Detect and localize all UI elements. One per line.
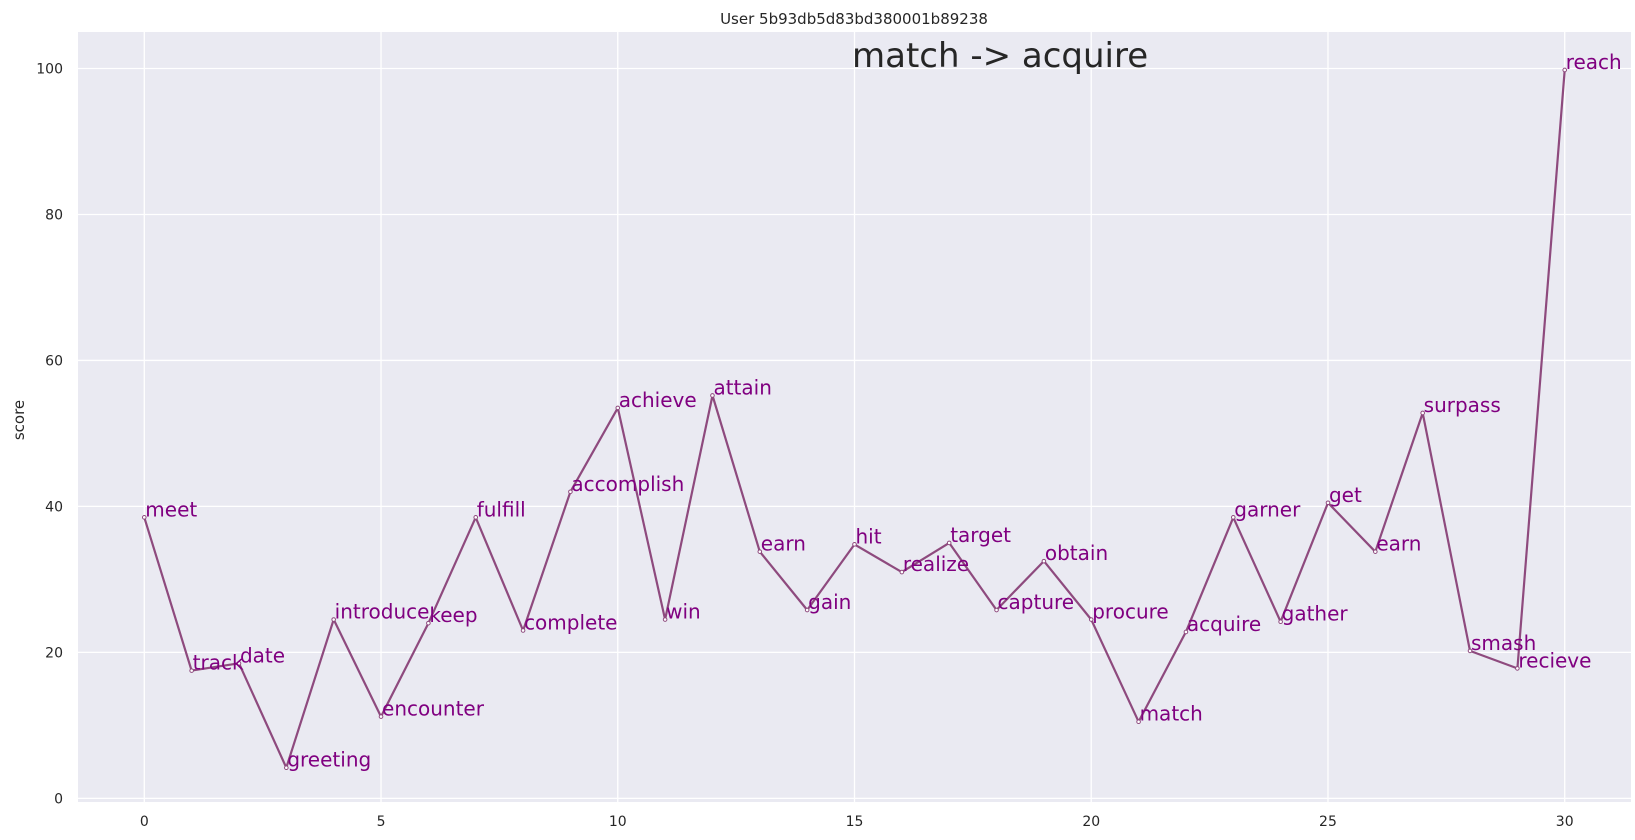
point-label: surpass xyxy=(1424,393,1501,417)
point-label: meet xyxy=(145,497,197,521)
point-label: date xyxy=(240,643,285,667)
point-label: obtain xyxy=(1045,541,1108,565)
point-label: capture xyxy=(998,590,1075,614)
data-point xyxy=(662,617,668,622)
y-axis-label: score xyxy=(10,400,28,440)
y-tick-label: 100 xyxy=(36,61,63,77)
data-point xyxy=(1136,719,1141,725)
point-label: encounter xyxy=(382,697,485,721)
data-point xyxy=(568,489,573,495)
data-point xyxy=(1373,549,1378,554)
data-point xyxy=(757,549,763,554)
point-label: target xyxy=(950,523,1011,547)
point-label: realize xyxy=(903,552,969,576)
point-label: keep xyxy=(429,603,477,627)
point-label: complete xyxy=(524,610,617,634)
y-tick-label: 80 xyxy=(45,207,63,223)
data-point xyxy=(189,668,194,673)
point-label: greeting xyxy=(287,748,371,772)
data-point xyxy=(473,515,479,520)
point-label: gain xyxy=(808,590,851,614)
point-label: smash xyxy=(1471,631,1536,655)
data-point xyxy=(236,661,242,666)
point-label: gather xyxy=(1282,602,1349,626)
data-point xyxy=(1325,500,1331,506)
data-point xyxy=(1230,515,1236,520)
data-point xyxy=(284,765,289,770)
x-tick-label: 15 xyxy=(846,814,864,830)
x-tick-label: 25 xyxy=(1319,814,1337,830)
x-tick-label: 10 xyxy=(609,814,627,830)
point-label: achieve xyxy=(619,388,697,412)
point-label: fulfill xyxy=(477,497,526,521)
point-label: introduce xyxy=(335,600,430,624)
point-label: procure xyxy=(1092,600,1168,624)
point-label: win xyxy=(666,600,701,624)
chart-annotation: match -> acquire xyxy=(852,36,1148,76)
x-tick-label: 20 xyxy=(1082,814,1100,830)
chart-title: User 5b93db5d83bd380001b89238 xyxy=(720,10,988,28)
y-tick-label: 20 xyxy=(45,645,63,661)
point-label: match xyxy=(1140,702,1203,726)
data-point xyxy=(331,617,336,622)
axis-ticks: 0 5 10 15 20 25 30 0 20 40 60 80 100 xyxy=(36,61,1573,830)
x-tick-label: 30 xyxy=(1556,814,1574,830)
point-label: attain xyxy=(713,375,771,399)
y-tick-label: 60 xyxy=(45,353,63,369)
data-point xyxy=(1467,648,1473,654)
x-tick-label: 5 xyxy=(377,814,386,830)
data-point xyxy=(615,405,621,411)
point-label: garner xyxy=(1234,497,1301,521)
data-point xyxy=(426,620,431,626)
data-point xyxy=(1278,619,1283,625)
data-point xyxy=(141,515,147,520)
x-tick-label: 0 xyxy=(140,814,149,830)
data-point xyxy=(1183,629,1189,635)
point-label: accomplish xyxy=(571,472,684,496)
data-point xyxy=(852,542,857,547)
data-point xyxy=(1420,410,1425,416)
point-label: hit xyxy=(856,524,882,548)
data-point xyxy=(1562,67,1568,73)
point-label: track xyxy=(193,651,244,675)
data-point xyxy=(1088,617,1094,622)
data-point xyxy=(994,607,999,613)
point-label: earn xyxy=(761,532,806,556)
data-point xyxy=(946,540,952,546)
point-label: earn xyxy=(1376,532,1421,556)
data-point xyxy=(1041,558,1047,564)
y-tick-label: 40 xyxy=(45,499,63,515)
data-point xyxy=(804,607,810,613)
point-label: reach xyxy=(1566,50,1622,74)
data-point xyxy=(378,714,384,719)
point-label: recieve xyxy=(1518,648,1591,672)
data-point xyxy=(1515,666,1520,671)
data-point xyxy=(899,569,905,575)
point-label: get xyxy=(1329,483,1362,507)
series-score xyxy=(141,67,1568,770)
grid-lines xyxy=(78,32,1631,802)
y-tick-label: 0 xyxy=(54,791,63,807)
data-point xyxy=(520,628,526,633)
data-point xyxy=(710,393,715,398)
point-label: acquire xyxy=(1187,612,1261,636)
